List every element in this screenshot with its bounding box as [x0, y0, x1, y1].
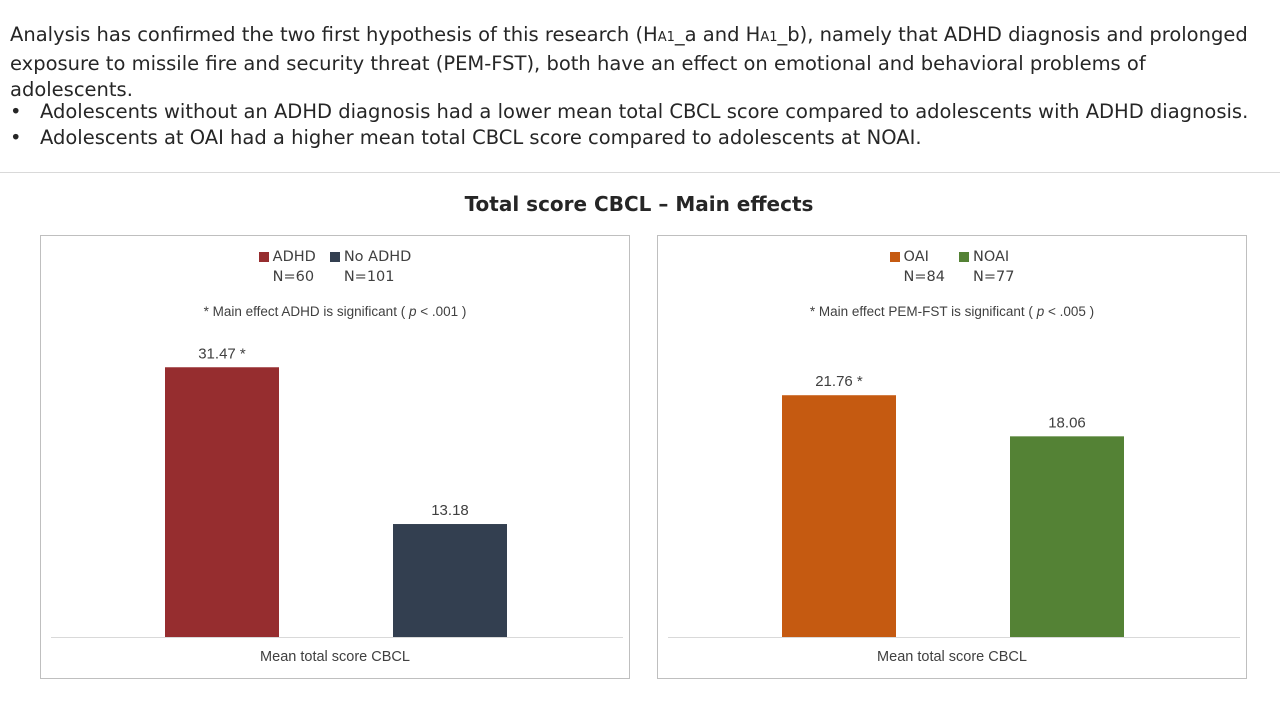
bar-oai — [782, 395, 896, 637]
data-label-noai: 18.06 — [1048, 414, 1086, 431]
legend-label: NOAI — [973, 249, 1010, 265]
legend-sample-size: N=101 — [343, 269, 395, 285]
legend-label: No ADHD — [343, 249, 412, 265]
chart-panel-adhd: ADHD N=60 No ADHD N=101 * Main effect AD… — [40, 235, 630, 679]
legend-item-no-adhd: No ADHD N=101 — [329, 247, 412, 287]
findings-list: • Adolescents without an ADHD diagnosis h… — [10, 99, 1248, 151]
legend-swatch — [959, 252, 969, 262]
chart-main-title: Total score CBCL – Main effects — [464, 192, 814, 216]
note-suffix: < .005 ) — [1044, 304, 1095, 319]
bar-noai — [1010, 436, 1124, 637]
bar-plot-area: 21.76 * 18.06 — [668, 373, 1240, 638]
x-category-label: Mean total score CBCL — [260, 649, 410, 665]
note-p-symbol: p — [408, 304, 417, 319]
intro-text-1: Analysis has confirmed the two first hyp… — [10, 23, 658, 46]
intro-text-3: _b), namely that ADHD diagnosis and prol… — [10, 23, 1248, 101]
legend-sample-size: N=60 — [272, 269, 315, 285]
legend-label: ADHD — [272, 249, 316, 265]
data-label-adhd: 31.47 * — [198, 345, 246, 362]
legend-item-oai: OAI N=84 — [889, 247, 945, 287]
bar-plot-area: 31.47 * 13.18 — [51, 345, 623, 638]
bar-adhd — [165, 367, 279, 637]
data-label-oai: 21.76 * — [815, 373, 863, 390]
intro-paragraph: Analysis has confirmed the two first hyp… — [10, 22, 1270, 103]
chart-legend: ADHD N=60 No ADHD N=101 — [41, 247, 629, 287]
intro-text-2: _a and H — [674, 23, 761, 46]
bar-no-adhd — [393, 524, 507, 637]
data-label-no-adhd: 13.18 — [431, 502, 469, 519]
subscript-a1-b: A1 — [760, 30, 778, 45]
legend-item-noai: NOAI N=77 — [959, 247, 1014, 287]
finding-text: Adolescents at OAI had a higher mean tot… — [40, 126, 922, 149]
note-prefix: * Main effect PEM-FST is significant ( — [809, 304, 1037, 319]
subscript-a1: A1 — [657, 30, 675, 45]
legend-swatch — [329, 252, 340, 262]
legend-swatch — [258, 252, 269, 262]
section-divider — [0, 172, 1280, 173]
legend-label: OAI — [903, 249, 929, 265]
note-prefix: * Main effect ADHD is significant ( — [203, 304, 409, 319]
significance-note: * Main effect PEM-FST is significant ( p… — [658, 304, 1246, 319]
bullet-marker: • — [10, 100, 22, 123]
note-p-symbol: p — [1036, 304, 1045, 319]
legend-swatch — [889, 252, 900, 262]
x-category-label: Mean total score CBCL — [877, 649, 1027, 665]
legend-sample-size: N=84 — [903, 269, 945, 285]
chart-panel-pem-fst: OAI N=84 NOAI N=77 * Main effect PEM-FST… — [657, 235, 1247, 679]
legend-sample-size: N=77 — [973, 269, 1015, 285]
bullet-marker: • — [10, 126, 22, 149]
legend-item-adhd: ADHD N=60 — [258, 247, 316, 287]
significance-note: * Main effect ADHD is significant ( p < … — [41, 304, 629, 319]
finding-adhd: • Adolescents without an ADHD diagnosis h… — [10, 99, 1248, 125]
finding-oai: • Adolescents at OAI had a higher mean to… — [10, 125, 1248, 151]
finding-text: Adolescents without an ADHD diagnosis ha… — [40, 100, 1249, 123]
note-suffix: < .001 ) — [416, 304, 467, 319]
chart-legend: OAI N=84 NOAI N=77 — [658, 247, 1246, 287]
